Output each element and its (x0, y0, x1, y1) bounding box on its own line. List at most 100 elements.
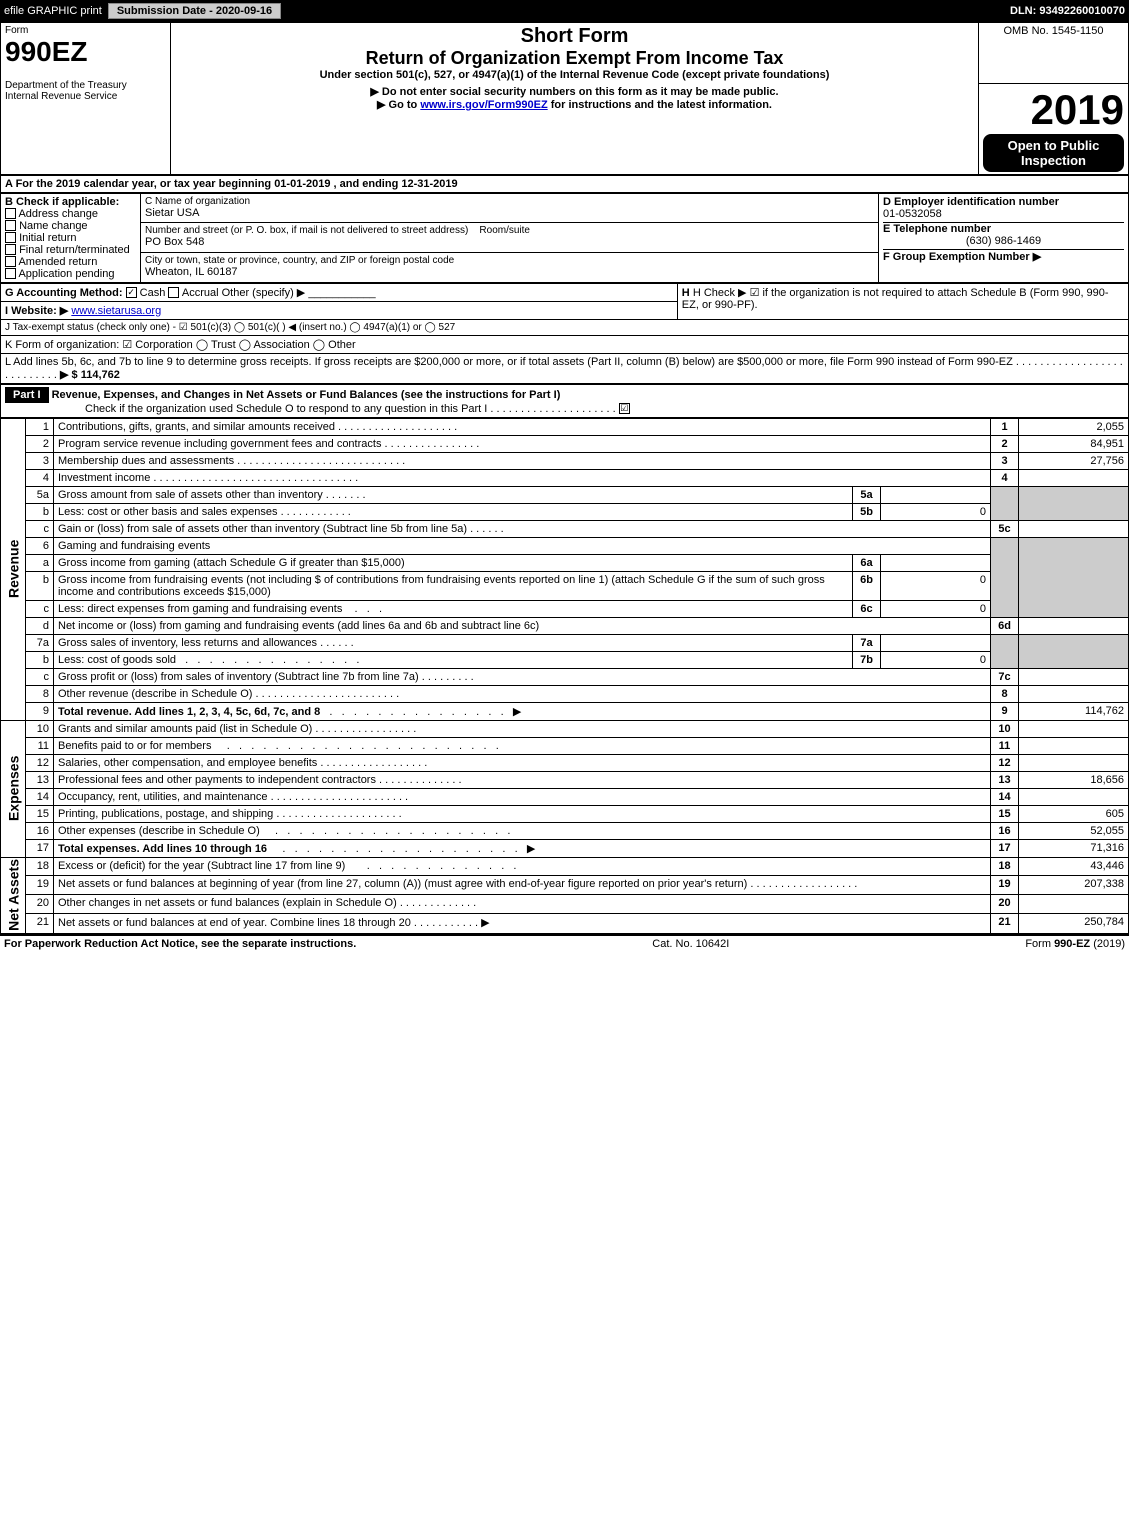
footer: For Paperwork Reduction Act Notice, see … (0, 934, 1129, 952)
amt-6a (881, 554, 991, 571)
period-table: A For the 2019 calendar year, or tax yea… (0, 175, 1129, 193)
tax-year: 2019 (983, 86, 1124, 134)
amt-15: 605 (1019, 805, 1129, 822)
shade-7v (1019, 634, 1129, 668)
amt-9: 114,762 (1019, 702, 1129, 720)
ln-18: 18 (26, 857, 54, 876)
line-10-text: Grants and similar amounts paid (list in… (54, 720, 991, 737)
rn-13: 13 (991, 771, 1019, 788)
check-amended[interactable] (5, 256, 16, 267)
shade-6 (991, 537, 1019, 617)
check-address-change[interactable] (5, 208, 16, 219)
footer-center: Cat. No. 10642I (652, 938, 729, 950)
rn-6a: 6a (853, 554, 881, 571)
ln-17: 17 (26, 839, 54, 857)
dln-label: DLN: 93492260010070 (1010, 5, 1125, 17)
line-14-text: Occupancy, rent, utilities, and maintena… (54, 788, 991, 805)
line-1-text: Contributions, gifts, grants, and simila… (54, 418, 991, 435)
boxe-label: E Telephone number (883, 222, 1124, 235)
omb-label: OMB No. 1545-1150 (983, 25, 1124, 37)
rn-17: 17 (991, 839, 1019, 857)
ln-12: 12 (26, 754, 54, 771)
rn-1: 1 (991, 418, 1019, 435)
rn-6b: 6b (853, 571, 881, 600)
phone-value: (630) 986-1469 (883, 235, 1124, 247)
amt-10 (1019, 720, 1129, 737)
boxh: H H Check ▶ ☑ if the organization is not… (677, 283, 1128, 319)
check-final-return[interactable] (5, 244, 16, 255)
boxc-street-label: Number and street (or P. O. box, if mail… (145, 225, 874, 236)
topbar: efile GRAPHIC print Submission Date - 20… (0, 0, 1129, 22)
check-accrual[interactable] (168, 287, 179, 298)
rn-11: 11 (991, 737, 1019, 754)
amt-21: 250,784 (1019, 914, 1129, 934)
ln-6c: c (26, 600, 54, 617)
line-9-text: Total revenue. Add lines 1, 2, 3, 4, 5c,… (54, 702, 991, 720)
under-section: Under section 501(c), 527, or 4947(a)(1)… (175, 69, 974, 81)
rn-6d: 6d (991, 617, 1019, 634)
ln-4: 4 (26, 469, 54, 486)
line-15-text: Printing, publications, postage, and shi… (54, 805, 991, 822)
boxk: K Form of organization: ☑ Corporation ◯ … (1, 335, 1129, 353)
rn-7a: 7a (853, 634, 881, 651)
ln-7b: b (26, 651, 54, 668)
ln-16: 16 (26, 822, 54, 839)
website-link[interactable]: www.sietarusa.org (71, 305, 161, 317)
period-line: A For the 2019 calendar year, or tax yea… (1, 175, 1129, 192)
amt-20 (1019, 895, 1129, 914)
line-12-text: Salaries, other compensation, and employ… (54, 754, 991, 771)
rn-5b: 5b (853, 503, 881, 520)
amt-7a (881, 634, 991, 651)
rn-20: 20 (991, 895, 1019, 914)
rn-4: 4 (991, 469, 1019, 486)
shade-7 (991, 634, 1019, 668)
rn-3: 3 (991, 452, 1019, 469)
line-7a-text: Gross sales of inventory, less returns a… (54, 634, 853, 651)
check-name-change[interactable] (5, 220, 16, 231)
boxd-label: D Employer identification number (883, 196, 1124, 208)
amt-12 (1019, 754, 1129, 771)
ln-8: 8 (26, 685, 54, 702)
form-word: Form (5, 25, 166, 36)
goto-line: ▶ Go to www.irs.gov/Form990EZ for instru… (175, 98, 974, 111)
line-20-text: Other changes in net assets or fund bala… (54, 895, 991, 914)
amt-3: 27,756 (1019, 452, 1129, 469)
entity-table: B Check if applicable: Address change Na… (0, 193, 1129, 283)
rn-19: 19 (991, 876, 1019, 895)
other-label: Other (specify) ▶ (222, 287, 306, 299)
submission-date-button[interactable]: Submission Date - 2020-09-16 (108, 3, 281, 19)
line-4-text: Investment income . . . . . . . . . . . … (54, 469, 991, 486)
line-19-text: Net assets or fund balances at beginning… (54, 876, 991, 895)
ln-7c: c (26, 668, 54, 685)
line-2-text: Program service revenue including govern… (54, 435, 991, 452)
ln-13: 13 (26, 771, 54, 788)
ln-10: 10 (26, 720, 54, 737)
check-cash[interactable]: ✓ (126, 287, 137, 298)
schedule-o-check[interactable]: ☑ (619, 403, 630, 414)
return-title: Return of Organization Exempt From Incom… (175, 48, 974, 69)
amended-return: Amended return (18, 256, 97, 268)
check-app-pending[interactable] (5, 268, 16, 279)
line-13-text: Professional fees and other payments to … (54, 771, 991, 788)
part1-heading: Revenue, Expenses, and Changes in Net As… (52, 389, 561, 401)
ln-5c: c (26, 520, 54, 537)
rn-21: 21 (991, 914, 1019, 934)
ln-6: 6 (26, 537, 54, 554)
amt-13: 18,656 (1019, 771, 1129, 788)
line-6c-text: Less: direct expenses from gaming and fu… (54, 600, 853, 617)
ln-19: 19 (26, 876, 54, 895)
check-initial-return[interactable] (5, 232, 16, 243)
line-6d-text: Net income or (loss) from gaming and fun… (54, 617, 991, 634)
ln-15: 15 (26, 805, 54, 822)
cash-label: Cash (140, 287, 166, 299)
ln-2: 2 (26, 435, 54, 452)
amt-7b: 0 (881, 651, 991, 668)
ln-1: 1 (26, 418, 54, 435)
line-6-text: Gaming and fundraising events (54, 537, 991, 554)
part1-checko: Check if the organization used Schedule … (85, 403, 487, 415)
org-street: PO Box 548 (145, 236, 874, 248)
goto-link[interactable]: www.irs.gov/Form990EZ (420, 99, 547, 111)
ln-5b: b (26, 503, 54, 520)
amt-5b: 0 (881, 503, 991, 520)
boxc-city-label: City or town, state or province, country… (145, 255, 874, 266)
